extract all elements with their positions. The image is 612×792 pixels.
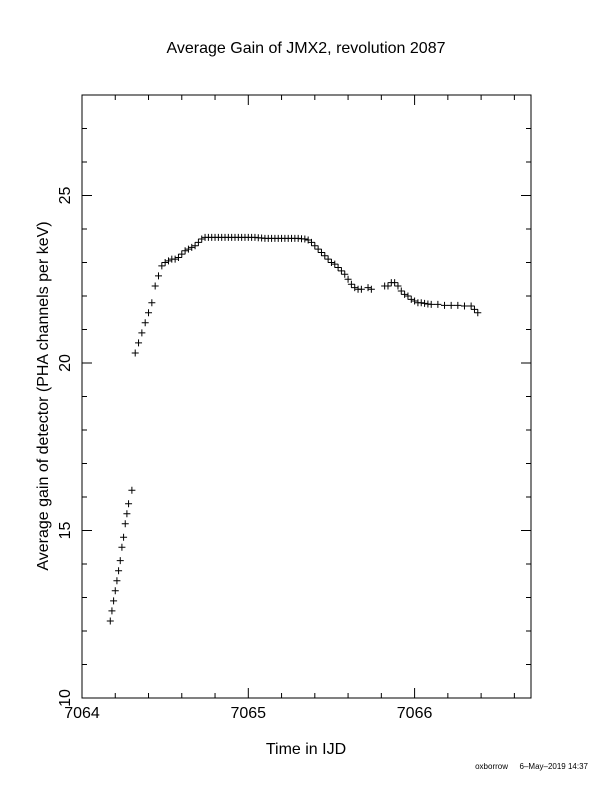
data-point xyxy=(314,245,322,253)
data-point xyxy=(341,270,349,278)
data-point xyxy=(391,279,399,287)
data-point xyxy=(108,607,116,615)
data-point xyxy=(417,299,425,307)
data-point xyxy=(460,302,468,310)
data-point xyxy=(470,305,478,313)
x-tick-labels: 7064 7065 7066 xyxy=(64,705,432,722)
footer-timestamp: 6–May–2019 14:37 xyxy=(520,762,589,771)
data-point xyxy=(116,557,124,565)
data-point xyxy=(364,284,372,292)
data-point xyxy=(324,255,332,263)
data-point xyxy=(184,245,192,253)
data-point xyxy=(467,302,475,310)
data-point xyxy=(331,260,339,268)
x-tick-label: 7066 xyxy=(397,705,433,722)
data-point xyxy=(191,242,199,250)
data-point xyxy=(194,238,202,246)
data-point xyxy=(421,299,429,307)
data-point xyxy=(441,301,449,309)
data-point xyxy=(347,280,355,288)
data-point xyxy=(327,259,335,266)
data-point xyxy=(307,238,315,246)
data-point xyxy=(367,285,375,293)
data-point xyxy=(161,259,169,266)
data-point xyxy=(158,262,166,270)
y-tick-labels: 10 15 20 25 xyxy=(57,187,74,707)
y-axis-title: Average gain of detector (PHA channels p… xyxy=(35,221,52,570)
x-axis-title: Time in IJD xyxy=(266,741,346,758)
data-point xyxy=(401,290,409,298)
data-point xyxy=(121,520,129,528)
data-point xyxy=(138,329,146,337)
data-point xyxy=(394,282,402,290)
data-point xyxy=(301,235,309,243)
data-points xyxy=(106,233,482,625)
data-point xyxy=(111,587,119,595)
data-point xyxy=(135,339,143,347)
data-point xyxy=(113,577,121,585)
y-tick-label: 25 xyxy=(57,187,74,205)
data-point xyxy=(407,295,415,303)
data-point xyxy=(151,282,159,290)
chart-title: Average Gain of JMX2, revolution 2087 xyxy=(167,40,446,57)
data-point xyxy=(317,248,325,256)
axis-ticks xyxy=(81,94,531,699)
y-tick-label: 10 xyxy=(57,689,74,707)
data-point xyxy=(123,510,131,518)
data-point xyxy=(145,309,153,317)
x-tick-label: 7065 xyxy=(230,705,266,722)
data-point xyxy=(120,533,128,541)
data-point xyxy=(131,349,139,357)
footer-credit: oxborrow xyxy=(475,762,508,771)
data-point xyxy=(337,267,345,275)
data-point xyxy=(434,300,442,308)
data-point xyxy=(141,319,149,327)
data-point xyxy=(110,597,118,605)
data-point xyxy=(404,292,412,300)
data-point xyxy=(148,299,156,307)
data-point xyxy=(427,300,435,308)
data-point xyxy=(178,250,186,258)
plot-frame xyxy=(81,94,532,699)
data-point xyxy=(351,284,359,292)
data-point xyxy=(357,285,365,293)
data-point xyxy=(188,243,196,251)
data-point xyxy=(171,255,179,263)
data-point xyxy=(198,235,206,243)
data-point xyxy=(164,257,172,265)
data-point xyxy=(447,301,455,309)
x-tick-label: 7064 xyxy=(64,705,100,722)
y-tick-label: 15 xyxy=(57,522,74,540)
data-point xyxy=(474,309,482,317)
data-point xyxy=(384,282,392,290)
data-point xyxy=(154,272,162,280)
data-point xyxy=(174,253,182,261)
data-point xyxy=(311,242,319,250)
data-point xyxy=(334,264,342,272)
data-point xyxy=(106,617,114,625)
y-tick-label: 20 xyxy=(57,354,74,372)
data-point xyxy=(321,252,329,260)
data-point xyxy=(125,500,133,508)
data-point xyxy=(344,275,352,283)
data-point xyxy=(411,297,419,305)
data-point xyxy=(454,301,462,309)
data-point xyxy=(181,247,189,255)
data-point xyxy=(115,567,123,575)
data-point xyxy=(397,287,405,295)
data-point xyxy=(118,543,126,551)
data-point xyxy=(128,486,136,494)
